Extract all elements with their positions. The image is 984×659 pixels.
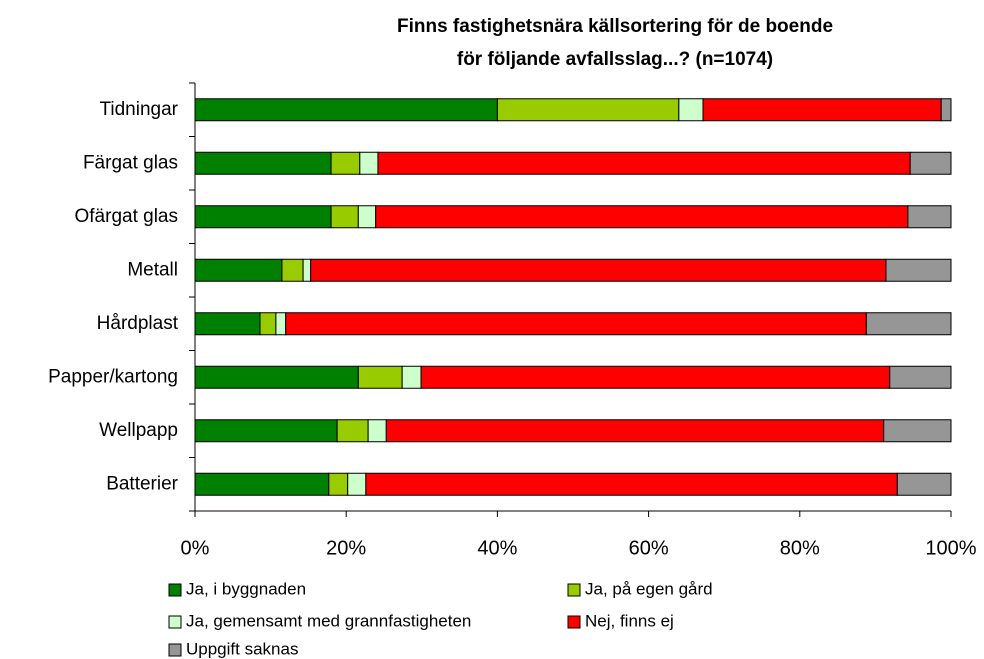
bar-segment: [940, 98, 952, 122]
y-tick-label: Tidningar: [99, 99, 178, 120]
x-tick-label: 0%: [181, 537, 210, 559]
bar-segment: [194, 312, 261, 336]
legend-swatch: [168, 583, 182, 597]
bar-segment: [702, 98, 942, 122]
bar-segment: [347, 472, 367, 496]
bar-segment: [496, 98, 680, 122]
chart-title: för följande avfallsslag...? (n=1074): [457, 49, 773, 70]
bar-segment: [336, 419, 369, 443]
legend-label: Nej, finns ej: [585, 611, 674, 630]
bar-segment: [357, 365, 403, 389]
bar-segment: [385, 419, 885, 443]
chart-title: Finns fastighetsnära källsortering för d…: [397, 16, 833, 37]
x-tick-label: 100%: [925, 537, 976, 559]
bar-segment: [302, 258, 312, 282]
legend-label: Ja, gemensamt med grannfastigheten: [186, 611, 471, 630]
legend-swatch: [168, 615, 182, 629]
bar-segment: [194, 258, 283, 282]
bar-segment: [194, 205, 332, 229]
bar-segment: [889, 365, 952, 389]
y-tick-label: Ofärgat glas: [75, 206, 179, 227]
bar-segment: [883, 419, 952, 443]
y-tick-label: Batterier: [106, 473, 178, 494]
bar-segment: [909, 151, 952, 175]
legend-label: Ja, i byggnaden: [186, 579, 306, 598]
bar-segment: [367, 419, 387, 443]
bar-segment: [194, 472, 330, 496]
bar-segment: [375, 205, 909, 229]
x-tick-label: 40%: [477, 537, 517, 559]
bar-segment: [328, 472, 349, 496]
bar-segment: [678, 98, 704, 122]
bar-segment: [420, 365, 891, 389]
bar-segment: [310, 258, 887, 282]
y-tick-label: Papper/kartong: [48, 366, 178, 387]
bar-segment: [896, 472, 952, 496]
legend-swatch: [567, 615, 581, 629]
bar-segment: [357, 205, 377, 229]
bar-segment: [281, 258, 304, 282]
y-tick-label: Hårdplast: [97, 313, 179, 334]
bar-segment: [275, 312, 287, 336]
bar-segment: [907, 205, 952, 229]
bar-segment: [259, 312, 277, 336]
bar-segment: [194, 151, 332, 175]
bar-segment: [401, 365, 422, 389]
bar-segment: [194, 365, 359, 389]
bar-segment: [365, 472, 898, 496]
y-tick-label: Färgat glas: [83, 152, 178, 173]
x-tick-label: 80%: [780, 537, 820, 559]
bar-segment: [865, 312, 952, 336]
bar-segment: [285, 312, 867, 336]
bar-segment: [194, 98, 498, 122]
legend-swatch: [168, 643, 182, 657]
bar-segment: [359, 151, 379, 175]
y-tick-label: Wellpapp: [99, 420, 178, 441]
legend-label: Ja, på egen gård: [585, 579, 713, 598]
bar-segment: [330, 151, 361, 175]
legend-swatch: [567, 583, 581, 597]
y-tick-label: Metall: [127, 259, 178, 280]
legend-label: Uppgift saknas: [186, 639, 298, 658]
bar-segment: [377, 151, 911, 175]
x-tick-label: 60%: [629, 537, 669, 559]
bar-segment: [330, 205, 359, 229]
bar-segment: [885, 258, 952, 282]
bar-segment: [194, 419, 338, 443]
x-tick-label: 20%: [326, 537, 366, 559]
